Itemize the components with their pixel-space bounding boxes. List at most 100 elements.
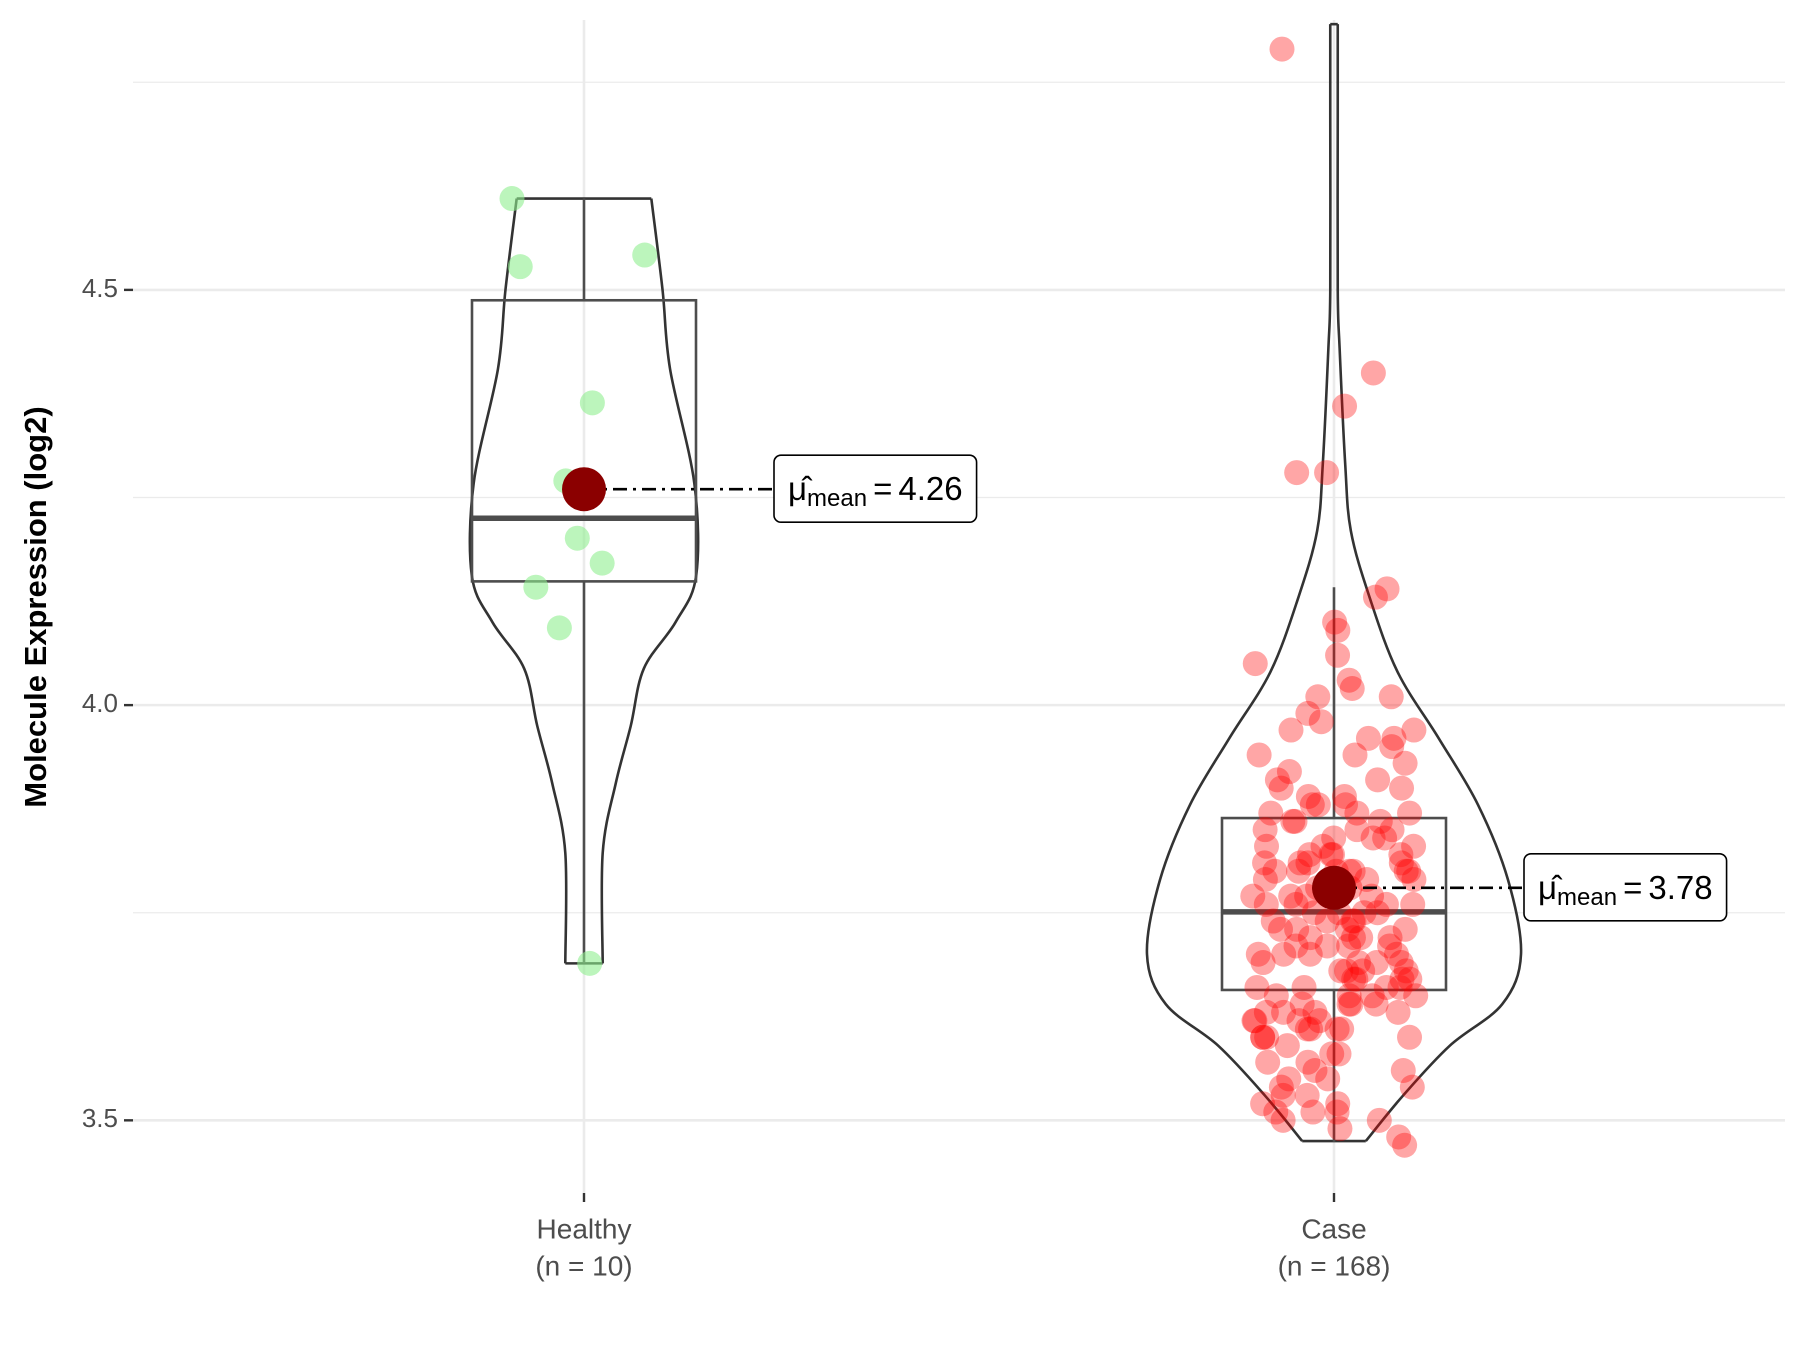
data-point	[1314, 933, 1340, 959]
data-point	[1378, 684, 1404, 710]
data-point	[1364, 950, 1390, 976]
data-point	[1334, 916, 1360, 942]
data-point	[1282, 808, 1308, 834]
data-point	[1321, 825, 1347, 851]
data-point	[1253, 891, 1279, 917]
data-point	[1270, 1082, 1296, 1108]
data-point	[1397, 966, 1423, 992]
data-point	[1364, 900, 1390, 926]
data-point	[1276, 1066, 1302, 1092]
data-point	[546, 615, 572, 641]
data-point	[1388, 850, 1414, 876]
data-point	[1359, 983, 1385, 1009]
data-point	[1241, 1008, 1267, 1034]
data-point	[1284, 916, 1310, 942]
data-point	[1297, 925, 1323, 951]
data-point	[1327, 1116, 1353, 1142]
data-point	[1390, 1058, 1416, 1084]
data-point	[1280, 808, 1306, 834]
data-point	[1338, 991, 1364, 1017]
data-point	[1302, 999, 1328, 1025]
data-point	[1325, 1091, 1351, 1117]
data-point	[1254, 1024, 1280, 1050]
data-point	[1381, 725, 1407, 751]
data-point	[1392, 750, 1418, 776]
mean-label-part: mean	[1557, 884, 1617, 911]
data-point	[1326, 1041, 1352, 1067]
violin-outline	[600, 198, 700, 964]
data-point	[1343, 966, 1369, 992]
data-point	[1401, 867, 1427, 893]
data-point	[1252, 817, 1278, 843]
mean-label-box	[773, 454, 978, 524]
data-point	[1278, 717, 1304, 743]
data-point	[1262, 858, 1288, 884]
data-point	[1354, 867, 1380, 893]
data-point	[1385, 999, 1411, 1025]
box	[1220, 816, 1448, 992]
data-point	[1387, 974, 1413, 1000]
data-point	[1367, 808, 1393, 834]
data-point	[1372, 825, 1398, 851]
mean-label-part: 3.78	[1648, 869, 1712, 906]
data-point	[1246, 742, 1272, 768]
data-point	[1320, 842, 1346, 868]
data-point	[1403, 983, 1429, 1009]
data-point	[1302, 1058, 1328, 1084]
data-point	[1384, 941, 1410, 967]
data-point	[1331, 783, 1357, 809]
data-point	[1269, 36, 1295, 62]
data-point	[1250, 1024, 1276, 1050]
mean-label: μ̂mean = 3.78	[1538, 869, 1713, 912]
data-point	[1255, 1049, 1281, 1075]
data-point	[1276, 759, 1302, 785]
data-point	[1336, 983, 1362, 1009]
violin-outline	[1336, 24, 1523, 1142]
data-point	[1278, 883, 1304, 909]
data-point	[1332, 393, 1358, 419]
violin-outline	[468, 198, 568, 964]
data-point	[1379, 817, 1405, 843]
data-point	[1305, 792, 1331, 818]
data-point	[1252, 850, 1278, 876]
data-point	[1240, 883, 1266, 909]
data-point	[1294, 1082, 1320, 1108]
data-point	[1363, 991, 1389, 1017]
mean-point	[1312, 865, 1356, 910]
data-point	[1329, 1016, 1355, 1042]
data-point	[1341, 966, 1367, 992]
data-point	[1315, 1066, 1341, 1092]
data-point	[1399, 1074, 1425, 1100]
data-point	[564, 525, 590, 551]
data-point	[1295, 783, 1321, 809]
data-point	[1350, 958, 1376, 984]
data-point	[1377, 933, 1403, 959]
data-point	[1283, 933, 1309, 959]
data-point	[1362, 584, 1388, 610]
data-point	[1328, 958, 1354, 984]
data-point	[1244, 974, 1270, 1000]
mean-label-part: 4.26	[898, 470, 962, 507]
data-point	[1263, 983, 1289, 1009]
data-point	[1271, 999, 1297, 1025]
data-point	[1374, 576, 1400, 602]
data-point	[1344, 817, 1370, 843]
data-point	[1342, 742, 1368, 768]
data-point	[1264, 767, 1290, 793]
x-tick-label: Healthy	[537, 1213, 632, 1244]
data-point	[1401, 717, 1427, 743]
data-point	[1250, 1024, 1276, 1050]
data-point	[507, 254, 533, 280]
data-point	[1285, 858, 1311, 884]
data-point	[1400, 891, 1426, 917]
data-point	[1325, 642, 1351, 668]
data-point	[1245, 941, 1271, 967]
data-point	[1301, 900, 1327, 926]
data-point	[1389, 775, 1415, 801]
data-point	[1355, 725, 1381, 751]
data-point	[1324, 1016, 1350, 1042]
data-point	[1268, 916, 1294, 942]
data-point	[1308, 709, 1334, 735]
data-point	[499, 186, 525, 212]
mean-label-box	[1523, 853, 1728, 922]
